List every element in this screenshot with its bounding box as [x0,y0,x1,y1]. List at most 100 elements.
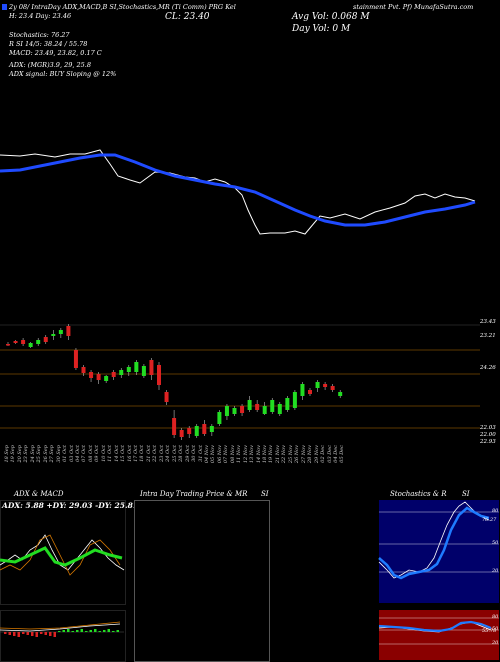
adx-panel-title: ADX & MACD [14,490,64,498]
candle-body [232,408,237,414]
date-axis-label: 25 Sep [36,445,43,463]
h-line: H: 23.4 Day: 23.46 [9,12,72,20]
date-axis-label: 19 Nov [268,445,275,464]
candle-body [104,376,109,381]
date-axis-label: 08 Nov [229,445,236,464]
rsi-level-label: 50 [492,626,499,632]
date-axis-label: 10 Oct [100,445,107,462]
rsi-current-label: 55.78 [482,628,497,634]
candle-body [66,326,71,336]
moving-average-chart [0,149,476,235]
date-axis-label: 06 Nov [216,445,223,464]
candle-body [240,406,245,413]
macd-line [0,623,121,632]
macd-signal [0,621,121,630]
stoch-current-label: 76.27 [482,517,497,523]
date-axis-label: 05 Dec [339,445,346,463]
date-axis-label: 21 Nov [274,445,281,464]
macd-histogram-bar [22,632,25,634]
adx-chart [0,534,125,576]
candle-body [111,372,116,377]
date-axis-label: 07 Nov [223,445,230,464]
avg-volume: Avg Vol: 0.068 M [292,12,370,22]
stoch-level-label: 80 [492,508,499,514]
price-axis-label: 23.21 [480,333,496,339]
average-line [0,153,476,227]
date-axis-label: 22 Nov [281,445,288,464]
intraday-panel-title: Intra Day Trading Price & MR [140,490,248,498]
macd-histogram-bar [103,630,106,632]
candle-body [81,367,86,373]
price-line [0,149,476,235]
candle-body [96,374,101,380]
candle-body [134,362,139,372]
date-axis-label: 20 Sep [16,445,23,463]
date-axis-label: 15 Oct [120,445,127,462]
macd-histogram-bar [80,629,83,632]
candle-body [157,365,161,385]
price-axis-label: 22.00 [480,432,496,438]
candle-body [141,366,146,376]
rsi-average-line [378,620,492,633]
date-axis-label: 23 Oct [158,445,165,462]
intraday-panel-si: SI [261,490,269,498]
date-axis-label: 30 Oct [191,445,198,462]
date-axis-label: 03 Dec [326,445,333,463]
candle-body [73,350,78,368]
day-volume: Day Vol: 0 M [292,24,351,34]
macd-histogram-bar [31,632,34,636]
stochastics-panel-title: Stochastics & R [390,490,447,498]
candle-body [89,372,94,378]
candle-body [194,426,199,436]
date-axis-label: 24 Sep [29,445,36,463]
candle-body [277,404,282,414]
date-axis-label: 25 Nov [287,445,294,464]
date-axis-label: 16 Oct [126,445,133,462]
date-axis-label: 02 Dec [320,445,327,463]
date-axis-label: 21 Oct [145,445,152,462]
date-axis-label: 28 Oct [178,445,185,462]
stochastics-chart [378,501,499,580]
stoch-level-label: 20 [492,568,499,574]
date-axis-label: 22 Oct [152,445,159,462]
macd-histogram-bar [62,630,65,632]
adx-values: ADX: 5.88 +DY: 29.03 -DY: 25.81 [2,501,138,510]
macd-histogram-bar [85,631,88,632]
date-axis-label: 09 Oct [94,445,101,462]
stoch-d-line [378,506,490,580]
candle-body [255,404,260,410]
header-title-tail: stainment Pvt. Pf) MunafaSutra.com [353,3,474,11]
macd-histogram-bar [53,632,56,637]
rsi-value: R SI 14/5: 38.24 / 55.78 [9,40,88,48]
intraday-panel [134,500,270,662]
macd-histogram-bar [4,632,7,634]
candle-body [270,400,275,412]
date-axis-label: 05 Nov [210,445,217,464]
date-axis-label: 11 Oct [107,445,114,462]
date-axis-label: 24 Oct [165,445,172,462]
date-axis-label: 26 Sep [42,445,49,463]
price-axis-label: 23.43 [480,319,496,325]
date-axis-label: 11 Nov [236,445,243,464]
candle-body [285,398,290,410]
macd-chart [0,621,124,637]
date-axis-label: 01 Oct [62,445,69,462]
macd-histogram-bar [67,629,70,632]
date-axis-label: 31 Oct [197,445,204,462]
date-axis-label: 30 Sep [55,445,62,463]
macd-histogram-bar [112,631,115,632]
macd-histogram-bar [71,631,74,632]
adx-green-line [0,546,123,567]
macd-histogram-bar [8,632,11,635]
candle-body [28,343,33,347]
candle-body [36,340,41,344]
candlestick-chart [0,324,480,440]
candle-body [292,392,297,408]
rsi-level-label: 80 [492,614,499,620]
candle-body [315,382,320,388]
macd-histogram-bar [49,632,52,636]
candle-body [119,370,124,375]
candle-body [187,428,192,434]
macd-histogram-bar [58,631,61,632]
date-axis-label: 27 Nov [300,445,307,464]
